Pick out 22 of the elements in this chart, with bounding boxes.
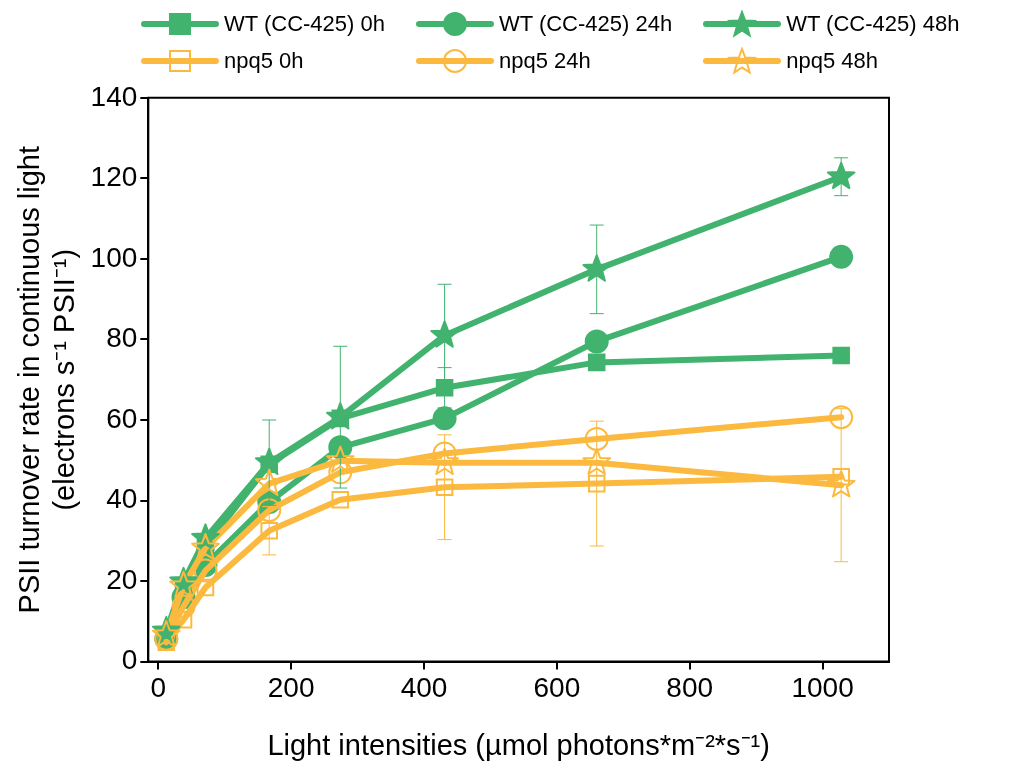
y-axis-title: PSII turnover rate in continuous light (electrons s⁻¹ PSII⁻¹)	[13, 145, 81, 614]
y-tick-label: 0	[121, 644, 138, 676]
legend-label: npq5 48h	[786, 47, 878, 74]
y-tick-label: 140	[90, 80, 138, 112]
x-tick-label: 800	[666, 672, 714, 704]
x-axis-title: Light intensities (µmol photons*m⁻²*s⁻¹)	[267, 728, 770, 761]
x-tick-label: 0	[150, 672, 167, 704]
y-tick-label: 40	[106, 483, 138, 515]
y-tick-label: 20	[106, 563, 138, 595]
y-tick-label: 120	[90, 161, 138, 193]
legend-label: WT (CC-425) 48h	[786, 10, 960, 37]
x-tick-label: 1000	[791, 672, 854, 704]
legend-label: WT (CC-425) 24h	[498, 10, 673, 37]
legend-label: npq5 24h	[498, 47, 591, 74]
legend-label: npq5 0h	[224, 47, 304, 74]
y-tick-label: 100	[90, 241, 138, 273]
y-tick-label: 80	[106, 322, 138, 354]
legend-label: WT (CC-425) 0h	[224, 10, 385, 37]
x-tick-label: 400	[400, 672, 448, 704]
x-tick-label: 200	[267, 672, 315, 704]
y-tick-label: 60	[106, 402, 138, 434]
x-tick-label: 600	[533, 672, 581, 704]
